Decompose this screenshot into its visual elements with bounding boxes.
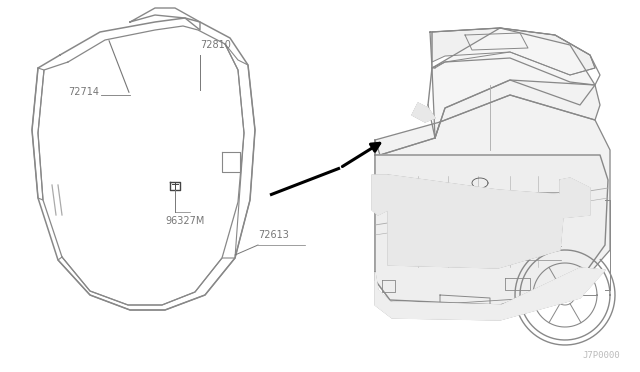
Polygon shape	[432, 28, 595, 138]
Polygon shape	[375, 95, 610, 312]
Polygon shape	[375, 268, 605, 320]
Polygon shape	[375, 80, 600, 155]
Text: J7P0000: J7P0000	[582, 351, 620, 360]
Polygon shape	[375, 155, 608, 305]
Polygon shape	[560, 178, 590, 218]
Text: 72613: 72613	[258, 230, 289, 240]
Polygon shape	[432, 28, 595, 75]
Text: 72810: 72810	[200, 40, 231, 50]
Text: 72714: 72714	[68, 87, 99, 97]
Polygon shape	[372, 175, 388, 215]
Polygon shape	[412, 103, 435, 122]
Polygon shape	[388, 175, 565, 268]
Text: 96327M: 96327M	[165, 216, 204, 226]
